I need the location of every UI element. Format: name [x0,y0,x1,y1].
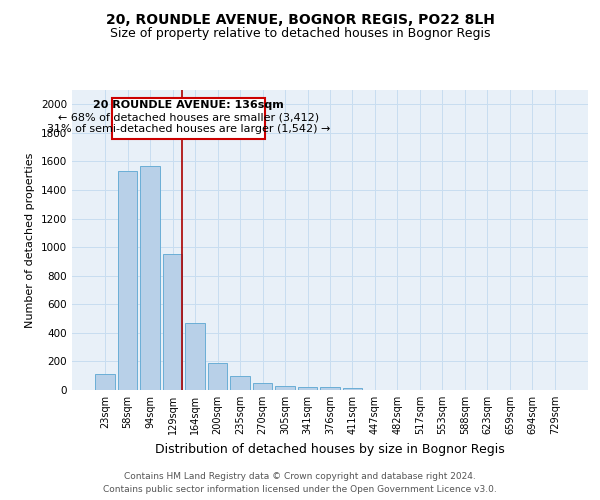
Y-axis label: Number of detached properties: Number of detached properties [25,152,35,328]
Text: Contains HM Land Registry data © Crown copyright and database right 2024.: Contains HM Land Registry data © Crown c… [124,472,476,481]
Bar [140,166,160,390]
Bar [185,323,205,390]
Bar [112,98,265,140]
Text: Size of property relative to detached houses in Bognor Regis: Size of property relative to detached ho… [110,28,490,40]
Bar [275,386,295,390]
Text: Contains public sector information licensed under the Open Government Licence v3: Contains public sector information licen… [103,485,497,494]
Bar [95,374,115,390]
Bar [253,384,272,390]
Bar [343,388,362,390]
Bar [118,172,137,390]
X-axis label: Distribution of detached houses by size in Bognor Regis: Distribution of detached houses by size … [155,442,505,456]
Bar [208,363,227,390]
Text: ← 68% of detached houses are smaller (3,412): ← 68% of detached houses are smaller (3,… [58,113,319,123]
Text: 20 ROUNDLE AVENUE: 136sqm: 20 ROUNDLE AVENUE: 136sqm [93,100,284,110]
Bar [163,254,182,390]
Text: 31% of semi-detached houses are larger (1,542) →: 31% of semi-detached houses are larger (… [47,124,330,134]
Bar [298,388,317,390]
Bar [230,376,250,390]
Text: 20, ROUNDLE AVENUE, BOGNOR REGIS, PO22 8LH: 20, ROUNDLE AVENUE, BOGNOR REGIS, PO22 8… [106,12,494,26]
Bar [320,388,340,390]
